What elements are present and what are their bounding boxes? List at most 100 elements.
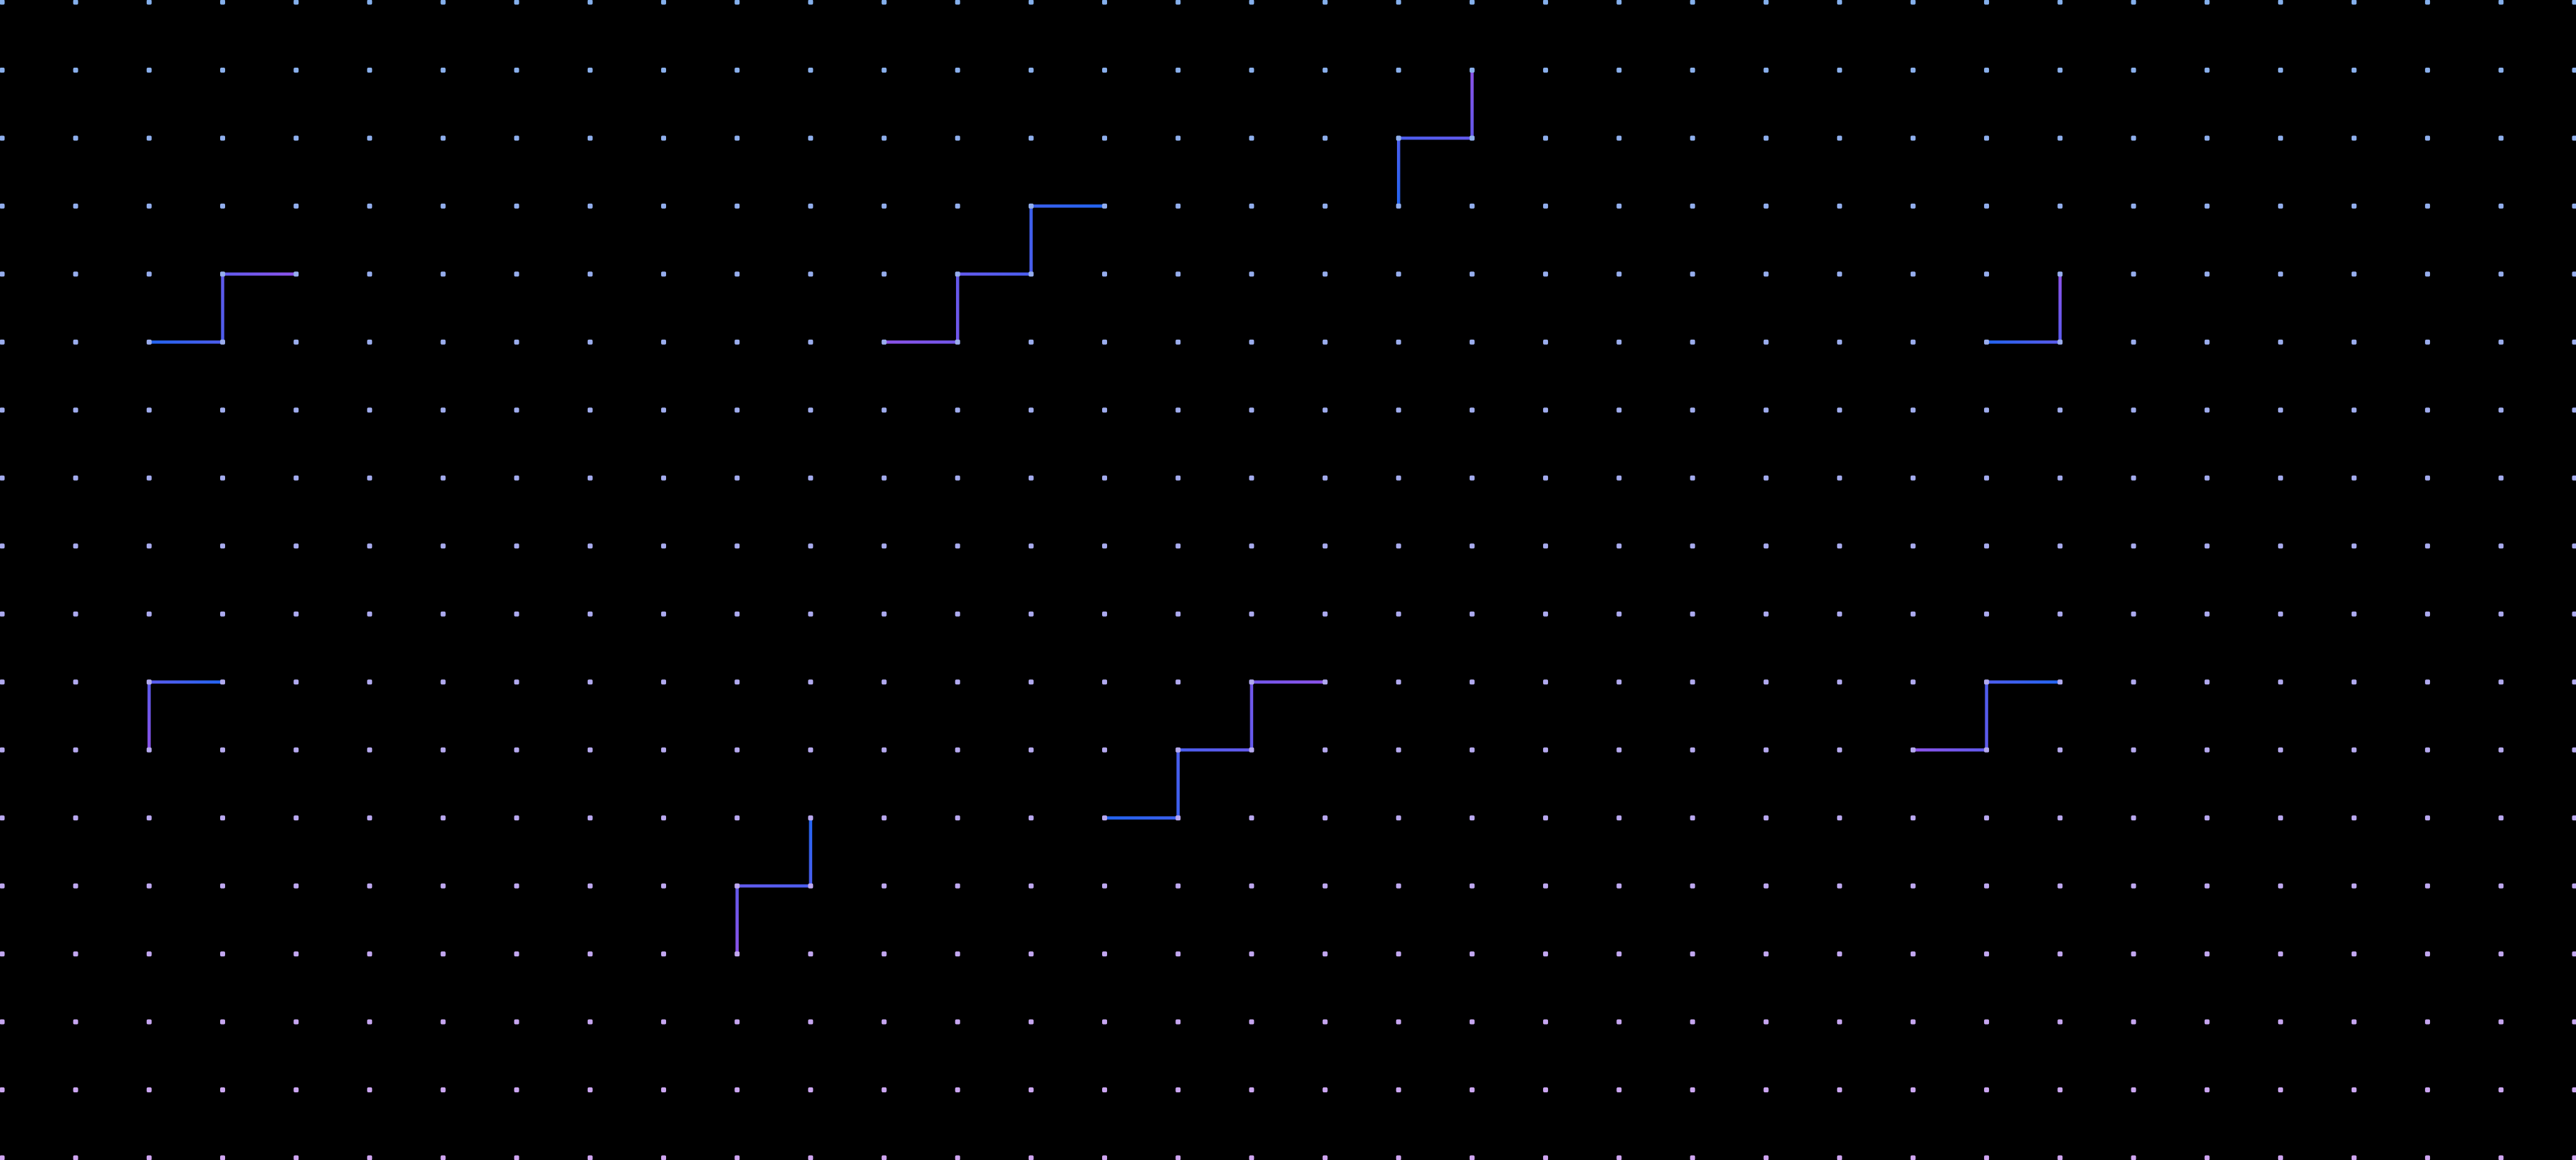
- grid-dot: [661, 815, 667, 821]
- grid-dot: [1028, 0, 1034, 5]
- grid-dot: [146, 1155, 152, 1160]
- grid-dot: [2498, 407, 2504, 413]
- grid-dot: [1616, 543, 1622, 549]
- grid-dot: [1028, 883, 1034, 889]
- grid-dot: [514, 203, 519, 209]
- grid-dot: [514, 407, 519, 413]
- grid-dot: [220, 203, 226, 209]
- grid-dot: [514, 1155, 519, 1160]
- grid-dot: [367, 1087, 373, 1093]
- grid-dot: [1543, 0, 1549, 5]
- grid-dot: [661, 0, 667, 5]
- grid-dot: [881, 407, 887, 413]
- grid-dot: [2278, 0, 2283, 5]
- grid-dot: [734, 203, 740, 209]
- grid-dot: [955, 1087, 960, 1093]
- grid-dot: [587, 543, 593, 549]
- grid-dot: [1322, 67, 1328, 73]
- grid-dot: [587, 611, 593, 617]
- grid-dot: [2351, 679, 2357, 685]
- grid-dot: [661, 883, 667, 889]
- grid-dot: [734, 1087, 740, 1093]
- grid-dot: [1102, 67, 1108, 73]
- grid-dot: [146, 1019, 152, 1025]
- grid-dot: [2204, 1155, 2210, 1160]
- grid-dot: [2131, 67, 2136, 73]
- grid-dot: [1837, 611, 1842, 617]
- grid-dot: [1249, 0, 1255, 5]
- grid-dot: [1175, 135, 1181, 141]
- grid-dot: [1322, 951, 1328, 957]
- grid-dot: [2351, 1087, 2357, 1093]
- grid-dot: [73, 679, 78, 685]
- grid-dot: [2425, 611, 2431, 617]
- grid-dot: [1910, 679, 1916, 685]
- grid-dot: [1837, 475, 1842, 481]
- grid-dot: [1028, 543, 1034, 549]
- grid-dot: [1543, 407, 1549, 413]
- grid-dot: [1616, 203, 1622, 209]
- grid-dot: [1028, 1087, 1034, 1093]
- grid-dot: [1175, 611, 1181, 617]
- grid-dot: [367, 1019, 373, 1025]
- grid-dot: [2057, 135, 2063, 141]
- grid-dot: [0, 815, 5, 821]
- grid-dot: [1396, 1019, 1401, 1025]
- grid-dot: [587, 271, 593, 277]
- grid-dot: [1396, 883, 1401, 889]
- grid-dot: [1837, 67, 1842, 73]
- grid-dot: [808, 815, 814, 821]
- grid-dot: [367, 679, 373, 685]
- grid-dot: [2204, 271, 2210, 277]
- grid-dot: [1984, 475, 1990, 481]
- grid-dot: [2278, 67, 2283, 73]
- grid-dot: [587, 407, 593, 413]
- grid-dot: [1837, 1155, 1842, 1160]
- grid-dot: [1175, 815, 1181, 821]
- grid-dot: [2351, 0, 2357, 5]
- grid-dot: [1837, 1087, 1842, 1093]
- grid-dot: [146, 407, 152, 413]
- grid-dot: [1690, 1019, 1695, 1025]
- grid-dot: [367, 951, 373, 957]
- grid-dot: [73, 543, 78, 549]
- grid-dot: [1984, 135, 1990, 141]
- grid-dot: [1175, 883, 1181, 889]
- grid-dot: [146, 679, 152, 685]
- grid-dot: [661, 475, 667, 481]
- grid-dot: [2572, 203, 2576, 209]
- grid-dot: [1249, 271, 1255, 277]
- grid-dot: [2351, 951, 2357, 957]
- grid-dot: [0, 951, 5, 957]
- grid-dot: [734, 543, 740, 549]
- grid-dot: [2278, 747, 2283, 753]
- grid-dot: [1028, 203, 1034, 209]
- grid-dot: [1396, 1155, 1401, 1160]
- grid-dot: [514, 271, 519, 277]
- grid-dot: [1175, 679, 1181, 685]
- grid-dot: [1028, 815, 1034, 821]
- grid-dot: [367, 407, 373, 413]
- grid-dot: [2057, 203, 2063, 209]
- grid-dot: [2131, 747, 2136, 753]
- grid-dot: [1469, 67, 1475, 73]
- grid-dot: [1616, 611, 1622, 617]
- grid-dot: [0, 883, 5, 889]
- grid-dot: [2498, 543, 2504, 549]
- grid-dot: [73, 815, 78, 821]
- grid-dot: [1102, 611, 1108, 617]
- grid-dot: [661, 611, 667, 617]
- grid-dot: [661, 67, 667, 73]
- grid-dot: [1690, 407, 1695, 413]
- grid-dot: [73, 271, 78, 277]
- grid-dot: [1984, 951, 1990, 957]
- grid-dot: [661, 747, 667, 753]
- grid-dot: [2057, 543, 2063, 549]
- grid-dot: [587, 1087, 593, 1093]
- grid-dot: [1175, 0, 1181, 5]
- grid-dot: [1175, 747, 1181, 753]
- grid-dot: [881, 815, 887, 821]
- grid-dot: [367, 883, 373, 889]
- grid-dot: [1102, 271, 1108, 277]
- grid-dot: [1837, 339, 1842, 345]
